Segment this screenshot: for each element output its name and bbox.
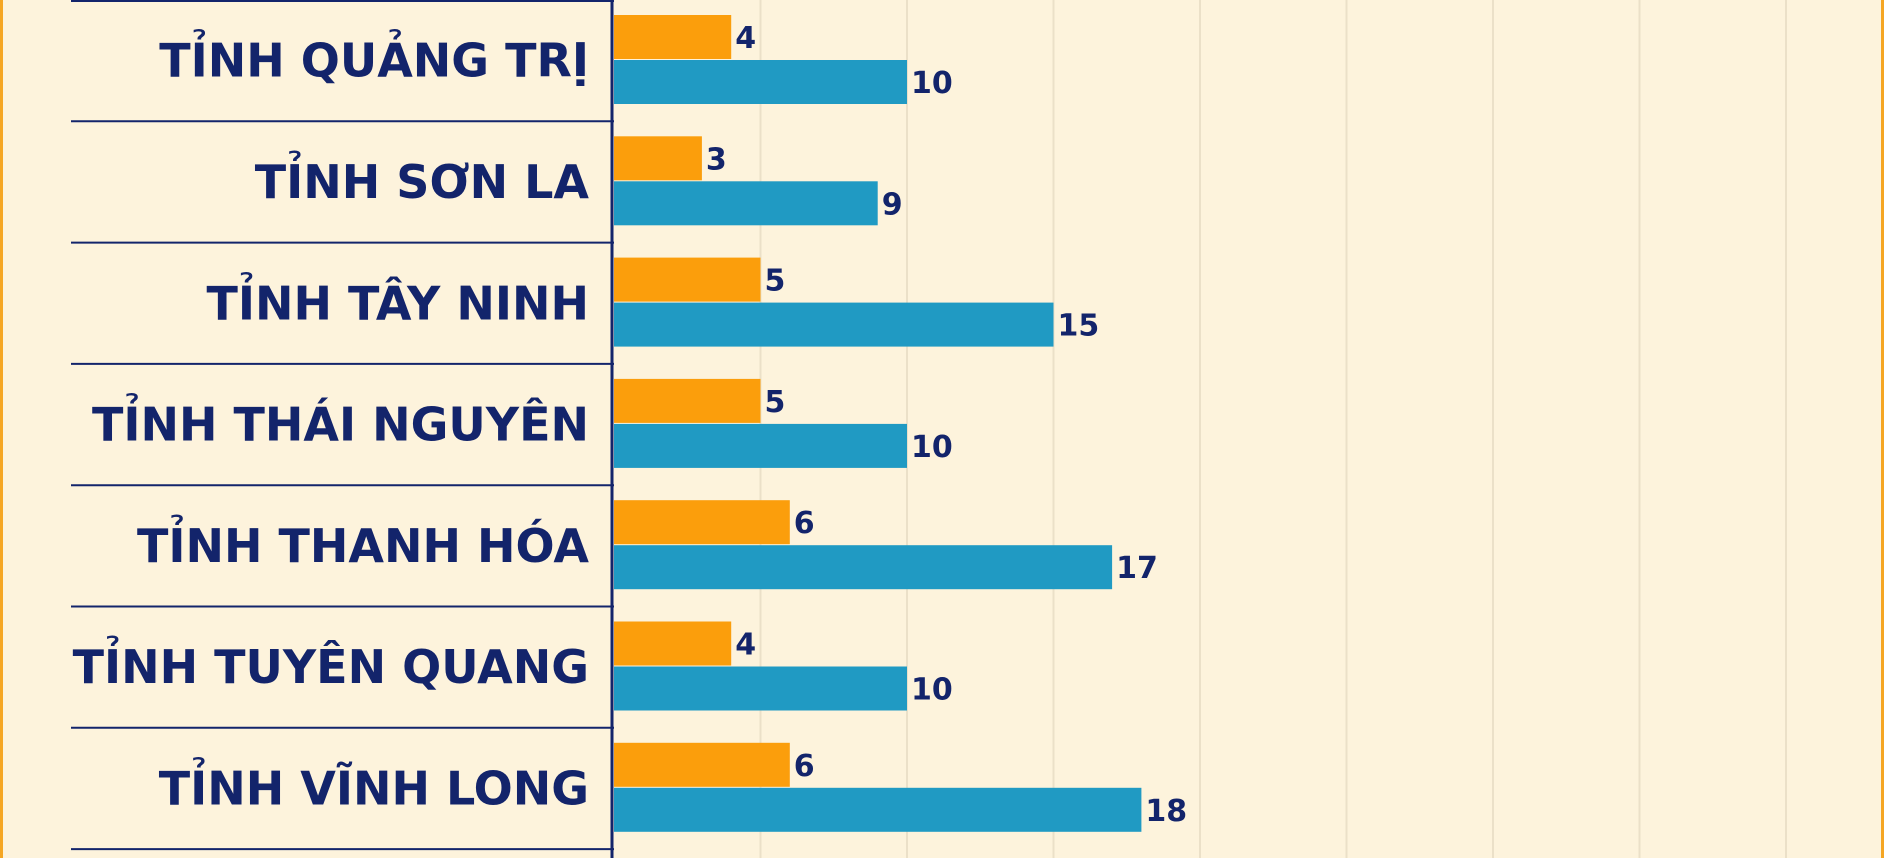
bar <box>614 60 907 104</box>
data-label: 10 <box>911 673 953 708</box>
data-label: 5 <box>765 264 786 299</box>
category-label: TỈNH THANH HÓA <box>137 514 589 573</box>
data-label: 4 <box>735 628 756 663</box>
bar <box>614 136 702 181</box>
data-label: 17 <box>1116 551 1158 586</box>
bar <box>614 181 878 226</box>
data-label: 6 <box>794 506 815 541</box>
data-label: 9 <box>882 187 903 222</box>
data-label: 6 <box>794 749 815 784</box>
bar <box>614 423 907 468</box>
category-label: TỈNH TUYÊN QUANG <box>73 635 589 694</box>
data-label: 15 <box>1058 309 1100 344</box>
bar <box>614 378 761 423</box>
bar <box>614 257 761 302</box>
bar <box>614 666 907 711</box>
bar <box>614 500 790 545</box>
category-label: TỈNH SƠN LA <box>255 150 590 209</box>
data-label: 10 <box>911 66 953 101</box>
category-label: TỈNH TÂY NINH <box>207 271 589 330</box>
data-label: 4 <box>735 21 756 56</box>
data-label: 3 <box>706 142 727 177</box>
bar <box>614 545 1113 590</box>
bar <box>614 787 1142 832</box>
data-label: 10 <box>911 430 953 465</box>
frame-border-left <box>0 0 3 858</box>
bar <box>614 742 790 787</box>
bar <box>614 302 1054 347</box>
data-label: 5 <box>765 385 786 420</box>
category-label: TỈNH VĨNH LONG <box>159 756 589 815</box>
category-label: TỈNH THÁI NGUYÊN <box>92 393 589 452</box>
bar <box>614 15 732 59</box>
category-label: TỈNH QUẢNG TRỊ <box>159 29 589 88</box>
data-label: 18 <box>1145 794 1187 829</box>
bar <box>614 621 732 666</box>
frame-border-right <box>1881 0 1884 858</box>
